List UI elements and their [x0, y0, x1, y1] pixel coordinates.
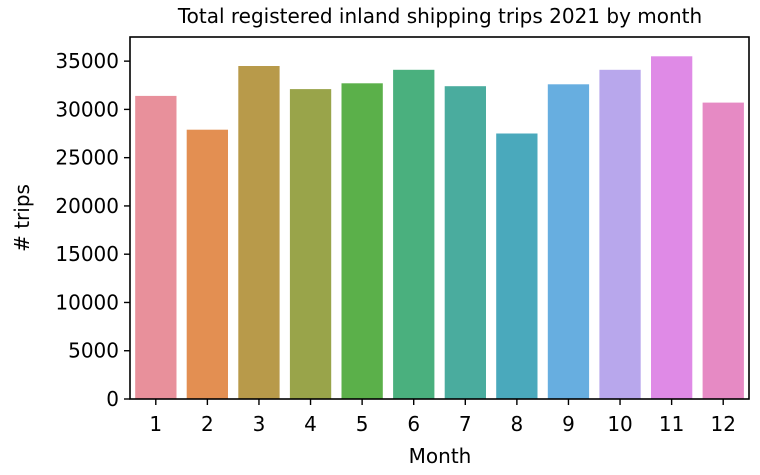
- x-tick-label: 6: [407, 412, 420, 436]
- bar-month-12: [702, 102, 744, 399]
- y-tick-label: 0: [106, 387, 119, 411]
- bar-month-9: [547, 84, 590, 400]
- y-tick-label: 5000: [68, 339, 119, 363]
- y-axis: 0 5000 10000 15000 20000 25000 30000 35000: [55, 49, 130, 411]
- y-tick-label: 35000: [55, 49, 119, 73]
- y-tick-label: 30000: [55, 97, 119, 121]
- bar-month-2: [186, 129, 228, 399]
- x-tick-label: 1: [149, 412, 162, 436]
- bar-month-10: [599, 69, 641, 400]
- x-tick-label: 5: [356, 412, 369, 436]
- x-axis-label: Month: [409, 444, 472, 468]
- x-tick-label: 8: [511, 412, 524, 436]
- bar-month-5: [341, 83, 383, 400]
- bar-month-1: [135, 95, 177, 400]
- x-tick-label: 4: [304, 412, 317, 436]
- y-tick-label: 20000: [55, 194, 119, 218]
- plot-frame: [129, 36, 750, 400]
- x-tick-label: 9: [562, 412, 575, 436]
- y-tick-label: 10000: [55, 290, 119, 314]
- bar-month-8: [496, 133, 538, 399]
- y-tick-label: 15000: [55, 242, 119, 266]
- x-tick-label: 12: [710, 412, 735, 436]
- bar-month-6: [393, 69, 435, 400]
- x-tick-label: 11: [659, 412, 684, 436]
- bars-group: [135, 56, 744, 400]
- bar-month-7: [444, 86, 486, 399]
- chart-title: Total registered inland shipping trips 2…: [177, 4, 702, 28]
- bar-month-3: [238, 66, 280, 399]
- y-axis-label: # trips: [10, 184, 34, 252]
- x-tick-label: 2: [201, 412, 214, 436]
- x-tick-label: 7: [459, 412, 472, 436]
- y-tick-label: 25000: [55, 146, 119, 170]
- x-tick-label: 10: [607, 412, 632, 436]
- x-axis: 1 2 3 4 5 6 7 8 9 10 11 12: [149, 399, 736, 436]
- x-tick-label: 3: [253, 412, 266, 436]
- bar-month-11: [651, 56, 693, 400]
- bar-month-4: [289, 89, 332, 399]
